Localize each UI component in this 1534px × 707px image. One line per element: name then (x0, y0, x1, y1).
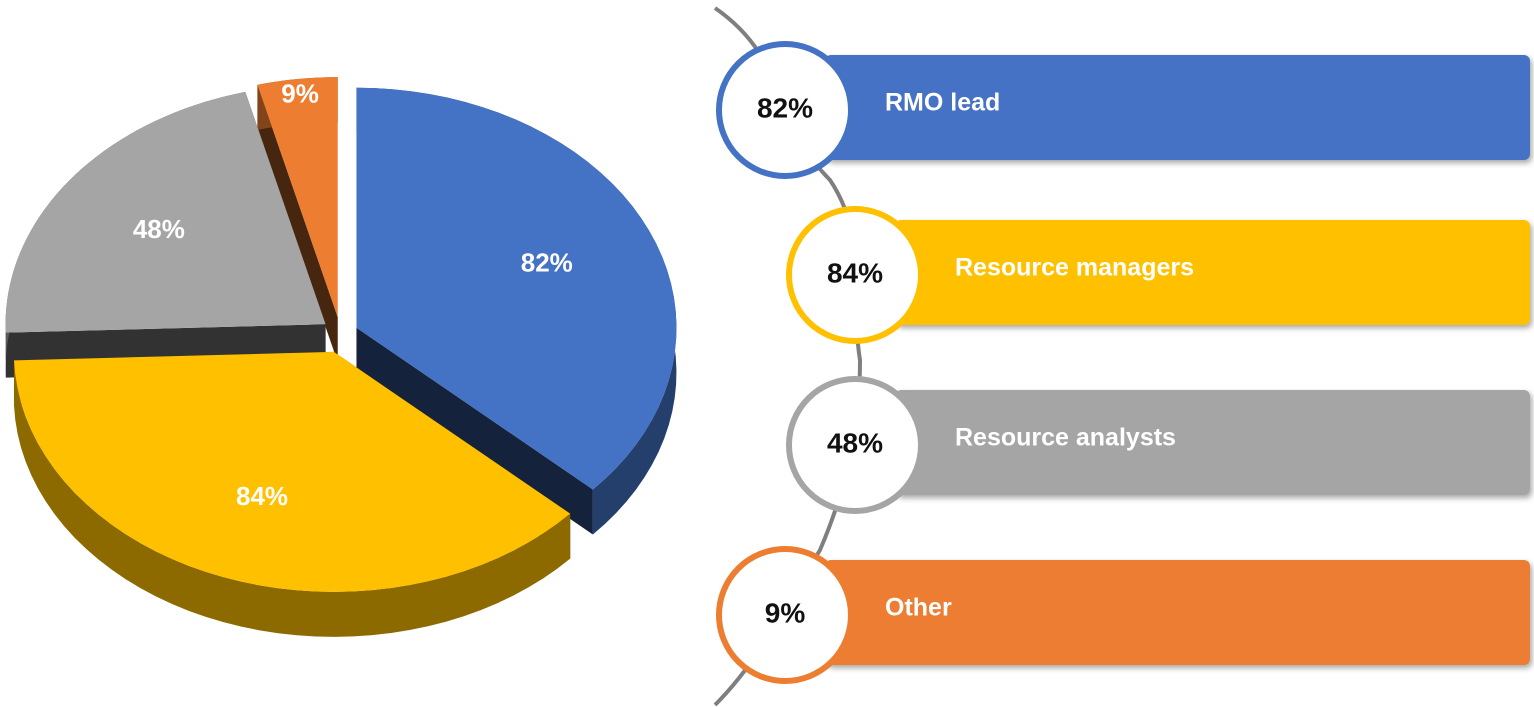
slice-label: 9% (281, 79, 319, 109)
slice-label: 48% (133, 214, 185, 244)
legend-label: Resource managers (955, 254, 1194, 282)
legend-item: 9% Other (716, 546, 1530, 684)
legend-item: 82% RMO lead (716, 41, 1530, 179)
legend-item: 48% Resource analysts (786, 376, 1530, 514)
legend-bar (895, 390, 1530, 495)
legend-circle (786, 376, 924, 514)
slice-radial-wall (257, 84, 338, 363)
legend-label: Other (885, 594, 952, 622)
legend-circle (716, 546, 854, 684)
slice (257, 77, 338, 318)
slice-radial-wall (356, 327, 593, 535)
legend-bar (825, 560, 1530, 665)
legend-bar (895, 220, 1530, 325)
slice (5, 91, 326, 333)
legend-value: 82% (757, 92, 813, 123)
slice (13, 351, 571, 592)
legend-value: 9% (765, 597, 806, 628)
legend-label: RMO lead (885, 89, 1000, 117)
legend-circle (786, 206, 924, 344)
legend-circle (716, 41, 854, 179)
legend-label: Resource analysts (955, 424, 1176, 452)
legend-value: 48% (827, 427, 883, 458)
slice-label: 84% (236, 481, 288, 511)
legend-item: 84% Resource managers (786, 206, 1530, 344)
slice-label: 82% (521, 248, 573, 278)
legend-bar (825, 55, 1530, 160)
legend-value: 84% (827, 257, 883, 288)
pie: 82% 84% 48% 9% (5, 77, 677, 637)
legend: 82% RMO lead 84% Resource managers 48% Resour… (716, 41, 1530, 684)
slice-outer-wall (13, 360, 571, 637)
slice (356, 87, 677, 490)
